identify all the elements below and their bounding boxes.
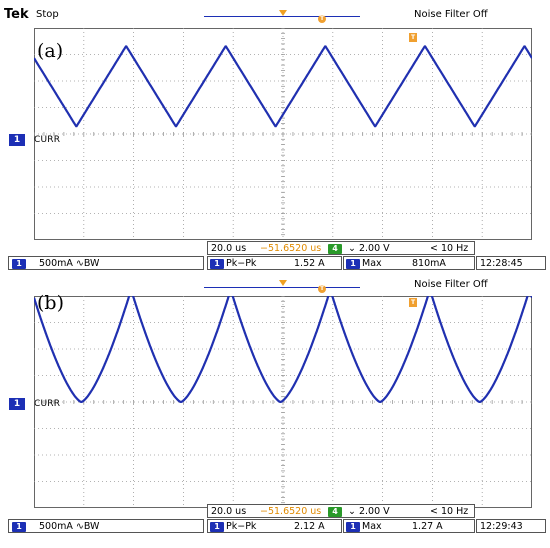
trigger-delay: −51.6520 us	[260, 243, 322, 254]
measurement-max: 1 Max 1.27 A	[343, 519, 475, 533]
trigger-arrow-icon	[279, 280, 287, 286]
channel-1-badge: 1	[9, 398, 25, 410]
trigger-channel-badge: 4	[328, 244, 342, 254]
measurement-value: 2.12 A	[294, 521, 325, 532]
graticule	[34, 296, 532, 508]
trigger-level-icon: T	[409, 33, 417, 42]
status-row: 20.0 us −51.6520 us 4 ⌄ 2.00 V < 10 Hz 1…	[0, 241, 550, 273]
waveform-trace	[34, 45, 532, 128]
trigger-t-icon: T	[318, 285, 326, 293]
brand-logo: Tek	[4, 7, 29, 22]
noise-filter-status: Noise Filter Off	[414, 9, 488, 20]
channel-1-badge: 1	[346, 522, 360, 532]
measurement-value: 1.27 A	[412, 521, 443, 532]
clock-time: 12:29:43	[480, 521, 523, 532]
measurement-label: Max	[362, 521, 382, 532]
measurement-value: 1.52 A	[294, 258, 325, 269]
clock-box: 12:28:45	[476, 256, 546, 270]
status-row: 20.0 us −51.6520 us 4 ⌄ 2.00 V < 10 Hz 1…	[0, 504, 550, 536]
timebase: 20.0 us	[211, 506, 247, 517]
channel-1-badge: 1	[210, 259, 224, 269]
trigger-t-icon: T	[318, 15, 326, 23]
clock-box: 12:29:43	[476, 519, 546, 533]
channel-scale: 500mA ∿BW	[39, 258, 100, 269]
top-bar: Tek Stop T Noise Filter Off	[0, 0, 550, 26]
top-bar: T Noise Filter Off	[0, 274, 550, 300]
trigger-level: ⌄ 2.00 V	[348, 243, 390, 254]
waveform-plot	[34, 296, 532, 508]
panel-label: (b)	[37, 292, 64, 314]
timebase: 20.0 us	[211, 243, 247, 254]
channel-scale-box: 1 500mA ∿BW	[8, 256, 204, 270]
channel-1-badge: 1	[12, 259, 26, 269]
measurement-label: Max	[362, 258, 382, 269]
run-state: Stop	[36, 9, 59, 20]
scope-panel-b: T Noise Filter Off (b) T 1 CURR 20.0 us …	[0, 274, 550, 548]
clock-time: 12:28:45	[480, 258, 523, 269]
graticule	[34, 28, 532, 240]
channel-label: CURR	[34, 399, 61, 409]
channel-1-badge: 1	[210, 522, 224, 532]
noise-filter-status: Noise Filter Off	[414, 279, 488, 290]
trigger-frequency: < 10 Hz	[430, 243, 469, 254]
measurement-label: Pk−Pk	[226, 258, 257, 269]
trigger-channel-badge: 4	[328, 507, 342, 517]
waveform-trace	[34, 296, 532, 403]
scope-panel-a: Tek Stop T Noise Filter Off (a) T 1 CURR…	[0, 0, 550, 273]
trigger-position-bar	[204, 16, 360, 17]
channel-scale-box: 1 500mA ∿BW	[8, 519, 204, 533]
measurement-max: 1 Max 810mA	[343, 256, 475, 270]
measurement-pk-pk: 1 Pk−Pk 1.52 A	[207, 256, 342, 270]
trigger-level: ⌄ 2.00 V	[348, 506, 390, 517]
channel-1-badge: 1	[346, 259, 360, 269]
measurement-pk-pk: 1 Pk−Pk 2.12 A	[207, 519, 342, 533]
channel-label: CURR	[34, 135, 61, 145]
trigger-frequency: < 10 Hz	[430, 506, 469, 517]
trigger-position-bar	[204, 287, 360, 288]
measurement-value: 810mA	[412, 258, 446, 269]
channel-1-badge: 1	[9, 134, 25, 146]
measurement-label: Pk−Pk	[226, 521, 257, 532]
panel-label: (a)	[37, 40, 64, 62]
channel-scale: 500mA ∿BW	[39, 521, 100, 532]
trigger-arrow-icon	[279, 10, 287, 16]
trigger-delay: −51.6520 us	[260, 506, 322, 517]
horizontal-settings: 20.0 us −51.6520 us 4 ⌄ 2.00 V < 10 Hz	[207, 504, 475, 518]
horizontal-settings: 20.0 us −51.6520 us 4 ⌄ 2.00 V < 10 Hz	[207, 241, 475, 255]
channel-1-badge: 1	[12, 522, 26, 532]
trigger-level-icon: T	[409, 298, 417, 307]
waveform-plot	[34, 28, 532, 240]
